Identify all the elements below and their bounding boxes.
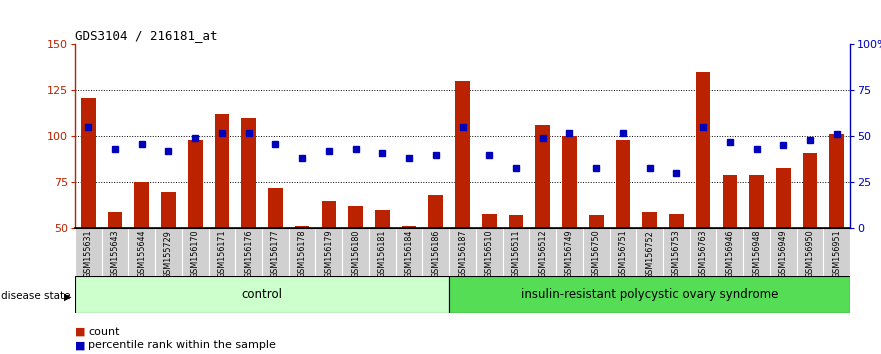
Bar <box>161 192 176 228</box>
Bar <box>616 140 630 228</box>
Text: GSM156949: GSM156949 <box>779 230 788 278</box>
Text: GSM156186: GSM156186 <box>432 230 440 278</box>
Text: GSM156948: GSM156948 <box>752 230 761 278</box>
Bar <box>75 276 449 313</box>
Text: GSM156181: GSM156181 <box>378 230 387 278</box>
Bar <box>455 81 470 228</box>
Text: ■: ■ <box>75 327 85 337</box>
Bar <box>722 175 737 228</box>
Bar <box>696 72 710 228</box>
Bar <box>749 175 764 228</box>
Text: GSM156179: GSM156179 <box>324 230 333 278</box>
Text: disease state: disease state <box>1 291 70 301</box>
Bar <box>402 227 417 228</box>
Bar <box>449 276 850 313</box>
Text: GSM156750: GSM156750 <box>592 230 601 278</box>
Text: GSM155729: GSM155729 <box>164 230 173 279</box>
Bar <box>482 213 497 228</box>
Bar <box>428 195 443 228</box>
Bar <box>508 216 523 228</box>
Text: GSM155644: GSM155644 <box>137 230 146 278</box>
Bar <box>562 136 577 228</box>
Text: ■: ■ <box>75 340 85 350</box>
Bar <box>215 114 229 228</box>
Bar <box>536 125 550 228</box>
Text: GSM156749: GSM156749 <box>565 230 574 278</box>
Text: GSM156180: GSM156180 <box>352 230 360 278</box>
Text: GSM156763: GSM156763 <box>699 230 707 278</box>
Text: GSM156951: GSM156951 <box>833 230 841 278</box>
Text: count: count <box>88 327 120 337</box>
Text: GSM156187: GSM156187 <box>458 230 467 278</box>
Text: GSM156512: GSM156512 <box>538 230 547 278</box>
Text: ▶: ▶ <box>64 291 72 301</box>
Bar <box>803 153 818 228</box>
Text: GSM156176: GSM156176 <box>244 230 253 278</box>
Bar <box>829 135 844 228</box>
Text: GSM156510: GSM156510 <box>485 230 493 278</box>
Text: GSM156753: GSM156753 <box>672 230 681 278</box>
Bar <box>135 182 149 228</box>
Bar <box>776 167 790 228</box>
Bar <box>375 210 389 228</box>
Bar <box>589 216 603 228</box>
Bar <box>107 212 122 228</box>
Text: insulin-resistant polycystic ovary syndrome: insulin-resistant polycystic ovary syndr… <box>521 288 778 301</box>
Text: control: control <box>241 288 283 301</box>
Bar <box>642 212 657 228</box>
Bar <box>268 188 283 228</box>
Text: GSM156178: GSM156178 <box>298 230 307 278</box>
Bar <box>241 118 256 228</box>
Text: GSM156752: GSM156752 <box>645 230 655 279</box>
Bar <box>81 98 96 228</box>
Text: GSM156170: GSM156170 <box>190 230 200 278</box>
Bar <box>295 227 309 228</box>
Text: GSM156751: GSM156751 <box>618 230 627 278</box>
Text: GDS3104 / 216181_at: GDS3104 / 216181_at <box>75 29 218 42</box>
Text: GSM155631: GSM155631 <box>84 230 93 278</box>
Bar <box>188 140 203 228</box>
Text: GSM156950: GSM156950 <box>805 230 815 278</box>
Text: GSM155643: GSM155643 <box>110 230 120 278</box>
Bar <box>669 213 684 228</box>
Bar <box>348 206 363 228</box>
Text: GSM156177: GSM156177 <box>270 230 280 278</box>
Text: percentile rank within the sample: percentile rank within the sample <box>88 340 276 350</box>
Text: GSM156511: GSM156511 <box>512 230 521 278</box>
Text: GSM156184: GSM156184 <box>404 230 413 278</box>
Text: GSM156171: GSM156171 <box>218 230 226 278</box>
Text: GSM156946: GSM156946 <box>725 230 735 278</box>
Bar <box>322 201 337 228</box>
